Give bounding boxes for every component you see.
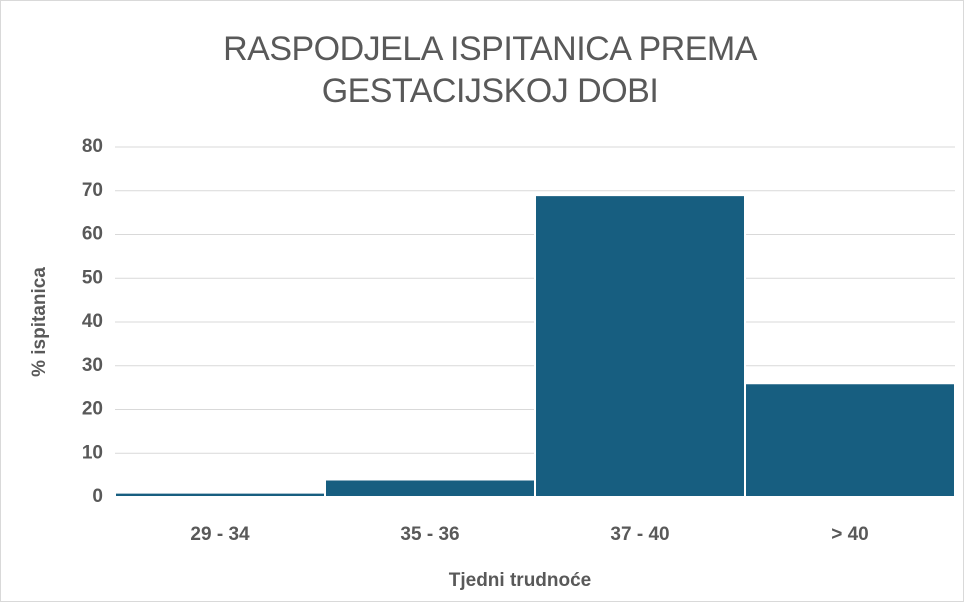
x-tick-label: 37 - 40 — [610, 524, 669, 545]
x-tick-label: > 40 — [831, 524, 869, 545]
y-tick-label: 70 — [82, 180, 103, 201]
y-tick-label: 80 — [82, 136, 103, 157]
chart-title: RASPODJELA ISPITANICA PREMA GESTACIJSKOJ… — [223, 30, 757, 110]
bar — [534, 194, 746, 498]
y-tick-label: 20 — [82, 399, 103, 420]
x-tick-label: 29 - 34 — [190, 524, 250, 545]
bar — [324, 478, 536, 498]
bar — [114, 491, 326, 498]
y-axis-label: % ispitanica — [29, 267, 50, 377]
y-tick-label: 30 — [82, 355, 103, 376]
y-tick-label: 50 — [82, 267, 103, 288]
x-axis-label: Tjedni trudnoće — [449, 570, 592, 591]
x-tick-label: 35 - 36 — [400, 524, 459, 545]
y-tick-label: 10 — [82, 442, 103, 463]
y-tick-label: 0 — [92, 486, 103, 507]
y-tick-label: 40 — [82, 311, 103, 332]
bar — [744, 382, 956, 498]
y-tick-label: 60 — [82, 224, 103, 245]
